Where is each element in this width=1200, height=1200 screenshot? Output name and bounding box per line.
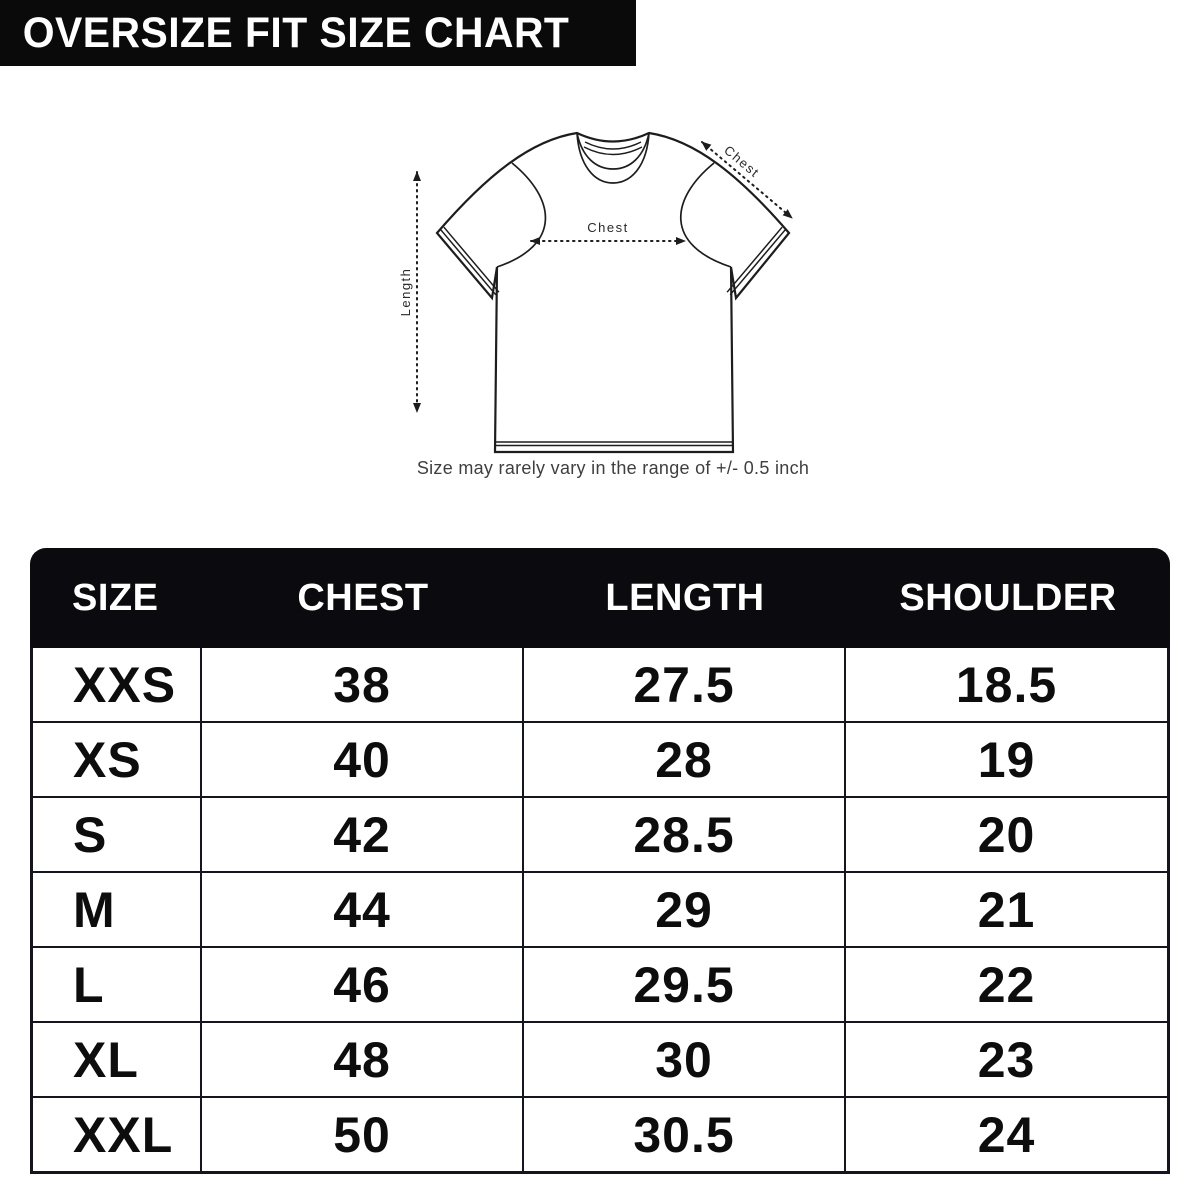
size-cell: XXL [33,1098,202,1171]
right-cuff-lines [726,226,786,296]
chest-cell: 38 [202,648,524,721]
table-row: M 44 29 21 [33,871,1167,946]
length-cell: 29.5 [524,948,846,1021]
tshirt-diagram: Chest Length Chest [395,105,815,470]
tshirt-illustration: Chest Length Chest [398,131,793,454]
table-row: XXL 50 30.5 24 [33,1096,1167,1171]
table-header-row: SIZE CHEST LENGTH SHOULDER [30,548,1170,648]
chest-cell: 44 [202,873,524,946]
tshirt-outline [435,131,791,454]
chest-cell: 40 [202,723,524,796]
sleeve-chest-arrow [701,141,793,219]
length-cell: 30 [524,1023,846,1096]
chest-cell: 42 [202,798,524,871]
table-row: XL 48 30 23 [33,1021,1167,1096]
length-cell: 30.5 [524,1098,846,1171]
size-cell: S [33,798,202,871]
table-row: L 46 29.5 22 [33,946,1167,1021]
chest-label: Chest [587,220,628,235]
shoulder-cell: 22 [977,956,1036,1013]
sleeve-chest-label: Chest [721,142,762,180]
collar-rib-line-2 [583,146,643,156]
size-cell: XS [33,723,202,796]
header-shoulder: SHOULDER [899,576,1117,619]
size-cell: M [33,873,202,946]
collar-outer-curve [576,132,650,184]
header-size: SIZE [72,576,159,619]
length-cell: 29 [524,873,846,946]
table-row: S 42 28.5 20 [33,796,1167,871]
length-cell: 28.5 [524,798,846,871]
table-row: XXS 38 27.5 18.5 [33,648,1167,721]
length-cell: 28 [524,723,846,796]
collar-inner-curve [576,132,650,170]
shoulder-cell: 19 [977,731,1036,788]
length-cell: 27.5 [524,648,846,721]
shoulder-cell: 24 [977,1106,1036,1163]
header-chest: CHEST [297,576,429,619]
chest-cell: 50 [202,1098,524,1171]
table-row: XS 40 28 19 [33,721,1167,796]
left-cuff-lines [440,226,500,296]
shoulder-cell: 21 [977,881,1036,938]
size-cell: XL [33,1023,202,1096]
shoulder-cell: 18.5 [955,656,1058,713]
size-chart-table: SIZE CHEST LENGTH SHOULDER XXS 38 27.5 1… [30,548,1170,1174]
length-label: Length [398,268,413,317]
shoulder-cell: 23 [977,1031,1036,1088]
header-length: LENGTH [605,576,765,619]
left-armhole-seam [496,162,547,268]
size-cell: XXS [33,648,202,721]
size-cell: L [33,948,202,1021]
chest-cell: 48 [202,1023,524,1096]
shoulder-cell: 20 [977,806,1036,863]
page-title: OVERSIZE FIT SIZE CHART [22,8,570,57]
tolerance-caption: Size may rarely vary in the range of +/-… [416,458,810,478]
table-body: XXS 38 27.5 18.5 XS 40 28 19 S 42 28.5 2… [30,648,1170,1174]
title-bar: OVERSIZE FIT SIZE CHART [0,0,636,66]
hem-lines [495,441,733,447]
collar-rib-line-1 [584,141,642,150]
chest-cell: 46 [202,948,524,1021]
right-armhole-seam [680,162,732,268]
